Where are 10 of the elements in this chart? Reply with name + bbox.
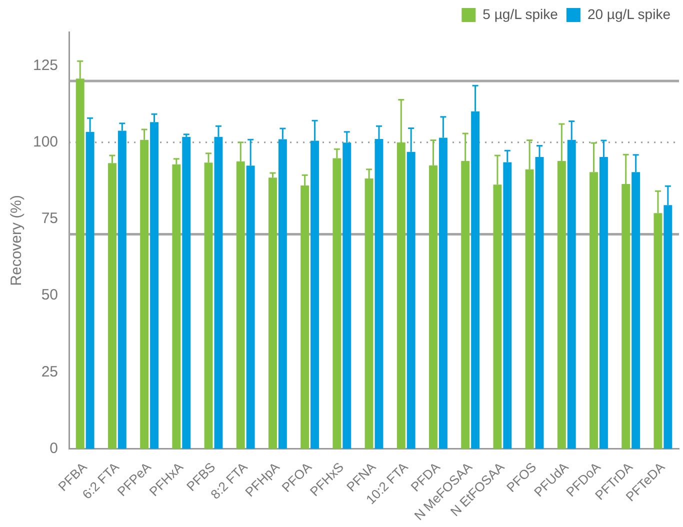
y-tick-label: 25 [41,363,58,380]
y-tick-label: 50 [41,286,58,304]
y-tick-label: 100 [32,133,58,150]
y-tick-label: 125 [32,56,58,74]
y-tick-label: 75 [41,210,58,228]
legend-label: 5 µg/L spike [482,6,558,22]
y-tick-label: 0 [50,440,58,457]
y-axis-title: Recovery (%) [8,194,26,286]
legend-label: 20 µg/L spike [587,6,671,22]
bar [182,136,191,449]
